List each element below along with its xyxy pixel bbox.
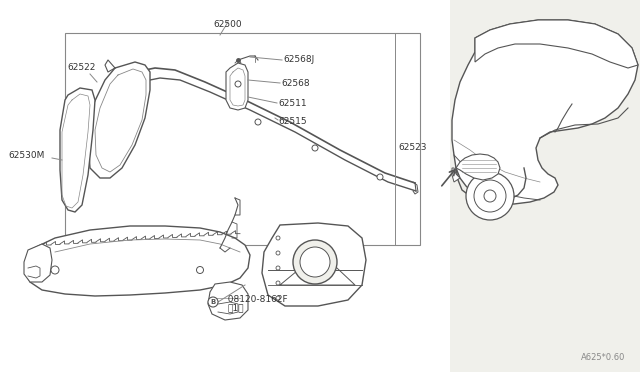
Polygon shape [475,20,638,68]
Polygon shape [88,62,150,178]
Text: 62530M: 62530M [8,151,44,160]
Polygon shape [452,20,638,204]
Text: 62522: 62522 [67,64,95,73]
Text: 62500: 62500 [214,20,243,29]
Circle shape [484,190,496,202]
Circle shape [276,266,280,270]
Polygon shape [25,226,250,296]
Circle shape [276,281,280,285]
Text: 62568J: 62568J [283,55,314,64]
Circle shape [377,174,383,180]
Polygon shape [60,88,95,212]
Circle shape [255,119,261,125]
Text: 62523: 62523 [398,144,426,153]
Circle shape [466,172,514,220]
Text: 62568: 62568 [281,78,310,87]
Bar [450,0,640,372]
Text: A625*0.60: A625*0.60 [580,353,625,362]
Polygon shape [226,63,248,110]
Circle shape [51,266,59,274]
Circle shape [196,266,204,273]
Circle shape [474,180,506,212]
Circle shape [300,247,330,277]
Polygon shape [24,244,52,282]
Polygon shape [262,223,366,306]
Bar [0,0,450,372]
Polygon shape [456,154,500,180]
Circle shape [276,296,280,300]
Circle shape [235,81,241,87]
Circle shape [276,236,280,240]
Text: B: B [211,299,216,305]
Circle shape [293,240,337,284]
Text: 62511: 62511 [278,99,307,108]
Bar [65,33,420,245]
Circle shape [208,297,218,307]
Text: 08120-8162F: 08120-8162F [222,295,287,305]
Polygon shape [208,282,248,320]
Circle shape [276,251,280,255]
Polygon shape [452,168,460,182]
Text: 62515: 62515 [278,118,307,126]
Circle shape [312,145,318,151]
Text: （1）: （1） [228,304,244,312]
